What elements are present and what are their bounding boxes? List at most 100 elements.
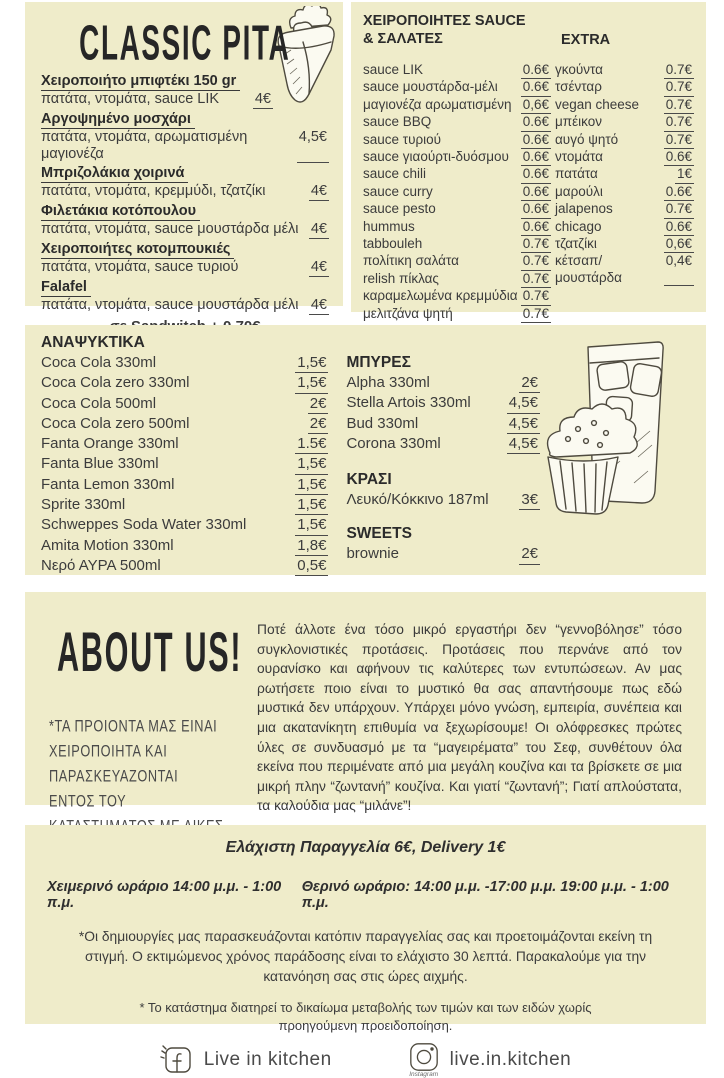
extra-item: γκούντα 0.7€	[555, 62, 694, 80]
preparation-note: *Οι δημιουργίες μας παρασκευάζονται κατό…	[78, 929, 653, 984]
wine-list: Λευκό/Κόκκινο 187ml 3€	[346, 490, 540, 511]
extra-name: jalapenos	[555, 201, 613, 217]
extra-item: αυγό ψητό 0.7€	[555, 132, 694, 150]
sauce-price: 0.6€	[520, 114, 551, 132]
extra-price: 0.6€	[663, 184, 694, 202]
extras-list: γκούντα 0.7€ τσένταρ 0.7€ vegan cheese 0…	[555, 62, 694, 323]
beer-price: 4,5€	[506, 414, 540, 434]
sweets-title: SWEETS	[346, 525, 412, 543]
menu-item: Μπριζολάκια χοιρινά πατάτα, ντομάτα, κρε…	[41, 164, 329, 201]
extra-title: EXTRA	[561, 32, 611, 48]
sauce-name: καραμελωμένα κρεμμύδια	[363, 288, 518, 304]
sauce-item: sauce τυριού 0.6€	[363, 131, 551, 150]
drink-name: Fanta Orange 330ml	[41, 435, 179, 453]
sweet-item: brownie 2€	[346, 544, 540, 565]
sauce-name: sauce τυριού	[363, 131, 442, 147]
extra-item: μαρούλι 0.6€	[555, 184, 694, 202]
extra-price: 0,6€	[663, 236, 694, 254]
menu-item-price: 4€	[308, 221, 329, 239]
drink-name: Coca Cola 330ml	[41, 354, 157, 371]
drink-name: Schweppes Soda Water 330ml	[41, 516, 247, 534]
menu-item-name: Μπριζολάκια χοιρινά	[41, 165, 189, 183]
extra-item: τζατζίκι 0,6€	[555, 236, 694, 254]
extra-item: πατάτα 1€	[555, 166, 694, 184]
facebook-icon[interactable]	[160, 1043, 194, 1077]
instagram-icon[interactable]	[408, 1041, 440, 1073]
drink-price: 1.5€	[295, 434, 329, 455]
pita-wrap-illustration	[277, 6, 335, 103]
sauce-name: sauce μουστάρδα-μέλι	[363, 79, 498, 95]
beer-name: Stella Artois 330ml	[346, 394, 471, 412]
drink-item: Coca Cola zero 500ml 2€	[41, 414, 329, 435]
wine-item: Λευκό/Κόκκινο 187ml 3€	[346, 490, 540, 511]
extra-price: 0.6€	[663, 219, 694, 237]
about-paragraph: Ποτέ άλλοτε ένα τόσο μικρό εργαστήρι δεν…	[257, 622, 682, 814]
drink-item: Amita Motion 330ml 1,8€	[41, 536, 329, 556]
sauce-name: relish πίκλας	[363, 270, 439, 286]
menu-item-price: 4€	[308, 259, 329, 277]
sauce-price: 0.7€	[520, 288, 551, 306]
minimum-order-note: Ελάχιστη Παραγγελία 6€, Delivery 1€	[225, 839, 506, 856]
menu-item-name: Falafel	[41, 279, 91, 297]
extra-price: 0.7€	[663, 79, 694, 97]
beers-list: Alpha 330ml 2€ Stella Artois 330ml 4,5€ …	[346, 373, 540, 455]
drink-price: 1,5€	[295, 454, 329, 475]
drink-item: Coca Cola 330ml 1,5€	[41, 353, 329, 374]
extra-price: 0.7€	[663, 201, 694, 219]
sauce-name: πολίτικη σαλάτα	[363, 253, 459, 269]
sauce-item: sauce μουστάρδα-μέλι 0.6€	[363, 79, 551, 97]
sauce-name: hummus	[363, 218, 415, 234]
drink-price: 1,5€	[295, 495, 329, 516]
extra-name: ντομάτα	[555, 149, 603, 165]
about-us-panel: ABOUT US! *ΤΑ ΠΡΟΙΟΝΤΑ ΜΑΣ ΕΙΝΑΙ ΧΕΙΡΟΠΟ…	[25, 592, 706, 885]
instagram-group[interactable]: Instagram live.in.kitchen	[408, 1041, 572, 1078]
beer-price: 4,5€	[506, 393, 540, 414]
drink-name: Fanta Blue 330ml	[41, 455, 159, 473]
menu-item: Falafel πατάτα, ντομάτα, sauce μουστάρδα…	[41, 278, 329, 315]
menu-item-price: 4€	[252, 91, 273, 109]
sauce-item: sauce γιαούρτι-δυόσμου 0.6€	[363, 149, 551, 167]
sauce-item: sauce curry 0.6€	[363, 184, 551, 202]
sauce-name: sauce chili	[363, 166, 427, 182]
drink-price: 1,5€	[295, 515, 329, 536]
facebook-handle[interactable]: Live in kitchen	[203, 1048, 332, 1070]
sweet-price: 2€	[519, 544, 540, 565]
drink-name: Coca Cola 500ml	[41, 394, 157, 412]
drink-item: Schweppes Soda Water 330ml 1,5€	[41, 515, 329, 536]
drink-name: Sprite 330ml	[41, 496, 126, 514]
drink-price: 0,5€	[295, 556, 329, 577]
sauce-price: 0.6€	[520, 149, 551, 167]
extra-name: vegan cheese	[555, 96, 640, 112]
beers-title: ΜΠΥΡΕΣ	[346, 354, 411, 371]
sauce-price: 0.6€	[520, 184, 551, 202]
drink-name: Fanta Lemon 330ml	[41, 475, 175, 493]
instagram-handle[interactable]: live.in.kitchen	[449, 1048, 572, 1070]
extra-item: chicago 0.6€	[555, 219, 694, 237]
sauce-name: sauce γιαούρτι-δυόσμου	[363, 149, 509, 165]
extra-item: μπέικον 0.7€	[555, 114, 694, 132]
drink-price: 1,5€	[295, 475, 329, 496]
about-left-column: ABOUT US! *ΤΑ ΠΡΟΙΟΝΤΑ ΜΑΣ ΕΙΝΑΙ ΧΕΙΡΟΠΟ…	[49, 606, 241, 885]
sauce-price: 0.7€	[520, 271, 551, 289]
sauce-item: μαγιονέζα αρωματισμένη 0,6€	[363, 97, 551, 115]
wine-price: 3€	[519, 490, 540, 511]
extra-item: κέτσαπ/μουστάρδα 0,4€	[555, 253, 694, 287]
drink-name: Coca Cola zero 500ml	[41, 414, 190, 432]
drinks-panel: ΑΝΑΨΥΚΤΙΚΑ Coca Cola 330ml 1,5€ Coca Col…	[25, 325, 706, 577]
extra-name: πατάτα	[555, 166, 598, 182]
sauce-price: 0.7€	[520, 236, 551, 254]
facebook-group[interactable]: Live in kitchen	[160, 1043, 332, 1077]
sauce-price: 0.6€	[520, 79, 551, 97]
extra-price: 0.7€	[663, 62, 694, 80]
soft-drinks-list: Coca Cola 330ml 1,5€ Coca Cola zero 330m…	[41, 353, 329, 577]
social-row: Live in kitchen Instagram live.in.kitche…	[37, 1041, 694, 1078]
beer-item: Bud 330ml 4,5€	[346, 414, 540, 434]
sauces-title: ΧΕΙΡΟΠΟΙΗΤΕΣ SAUCE & ΣΑΛΑΤΕΣ	[363, 12, 551, 48]
menu-item-price: 4€	[308, 183, 329, 201]
menu-item-description: πατάτα, ντομάτα, sauce τυριού	[41, 259, 239, 275]
drink-item: Fanta Lemon 330ml 1,5€	[41, 475, 329, 496]
drink-price: 1,5€	[295, 353, 329, 374]
menu-item-name: Αργοψημένο μοσχάρι	[41, 111, 195, 129]
classic-pita-title-wrap: CLASSIC PITA	[41, 16, 329, 72]
classic-pita-title: CLASSIC PITA	[79, 16, 291, 72]
